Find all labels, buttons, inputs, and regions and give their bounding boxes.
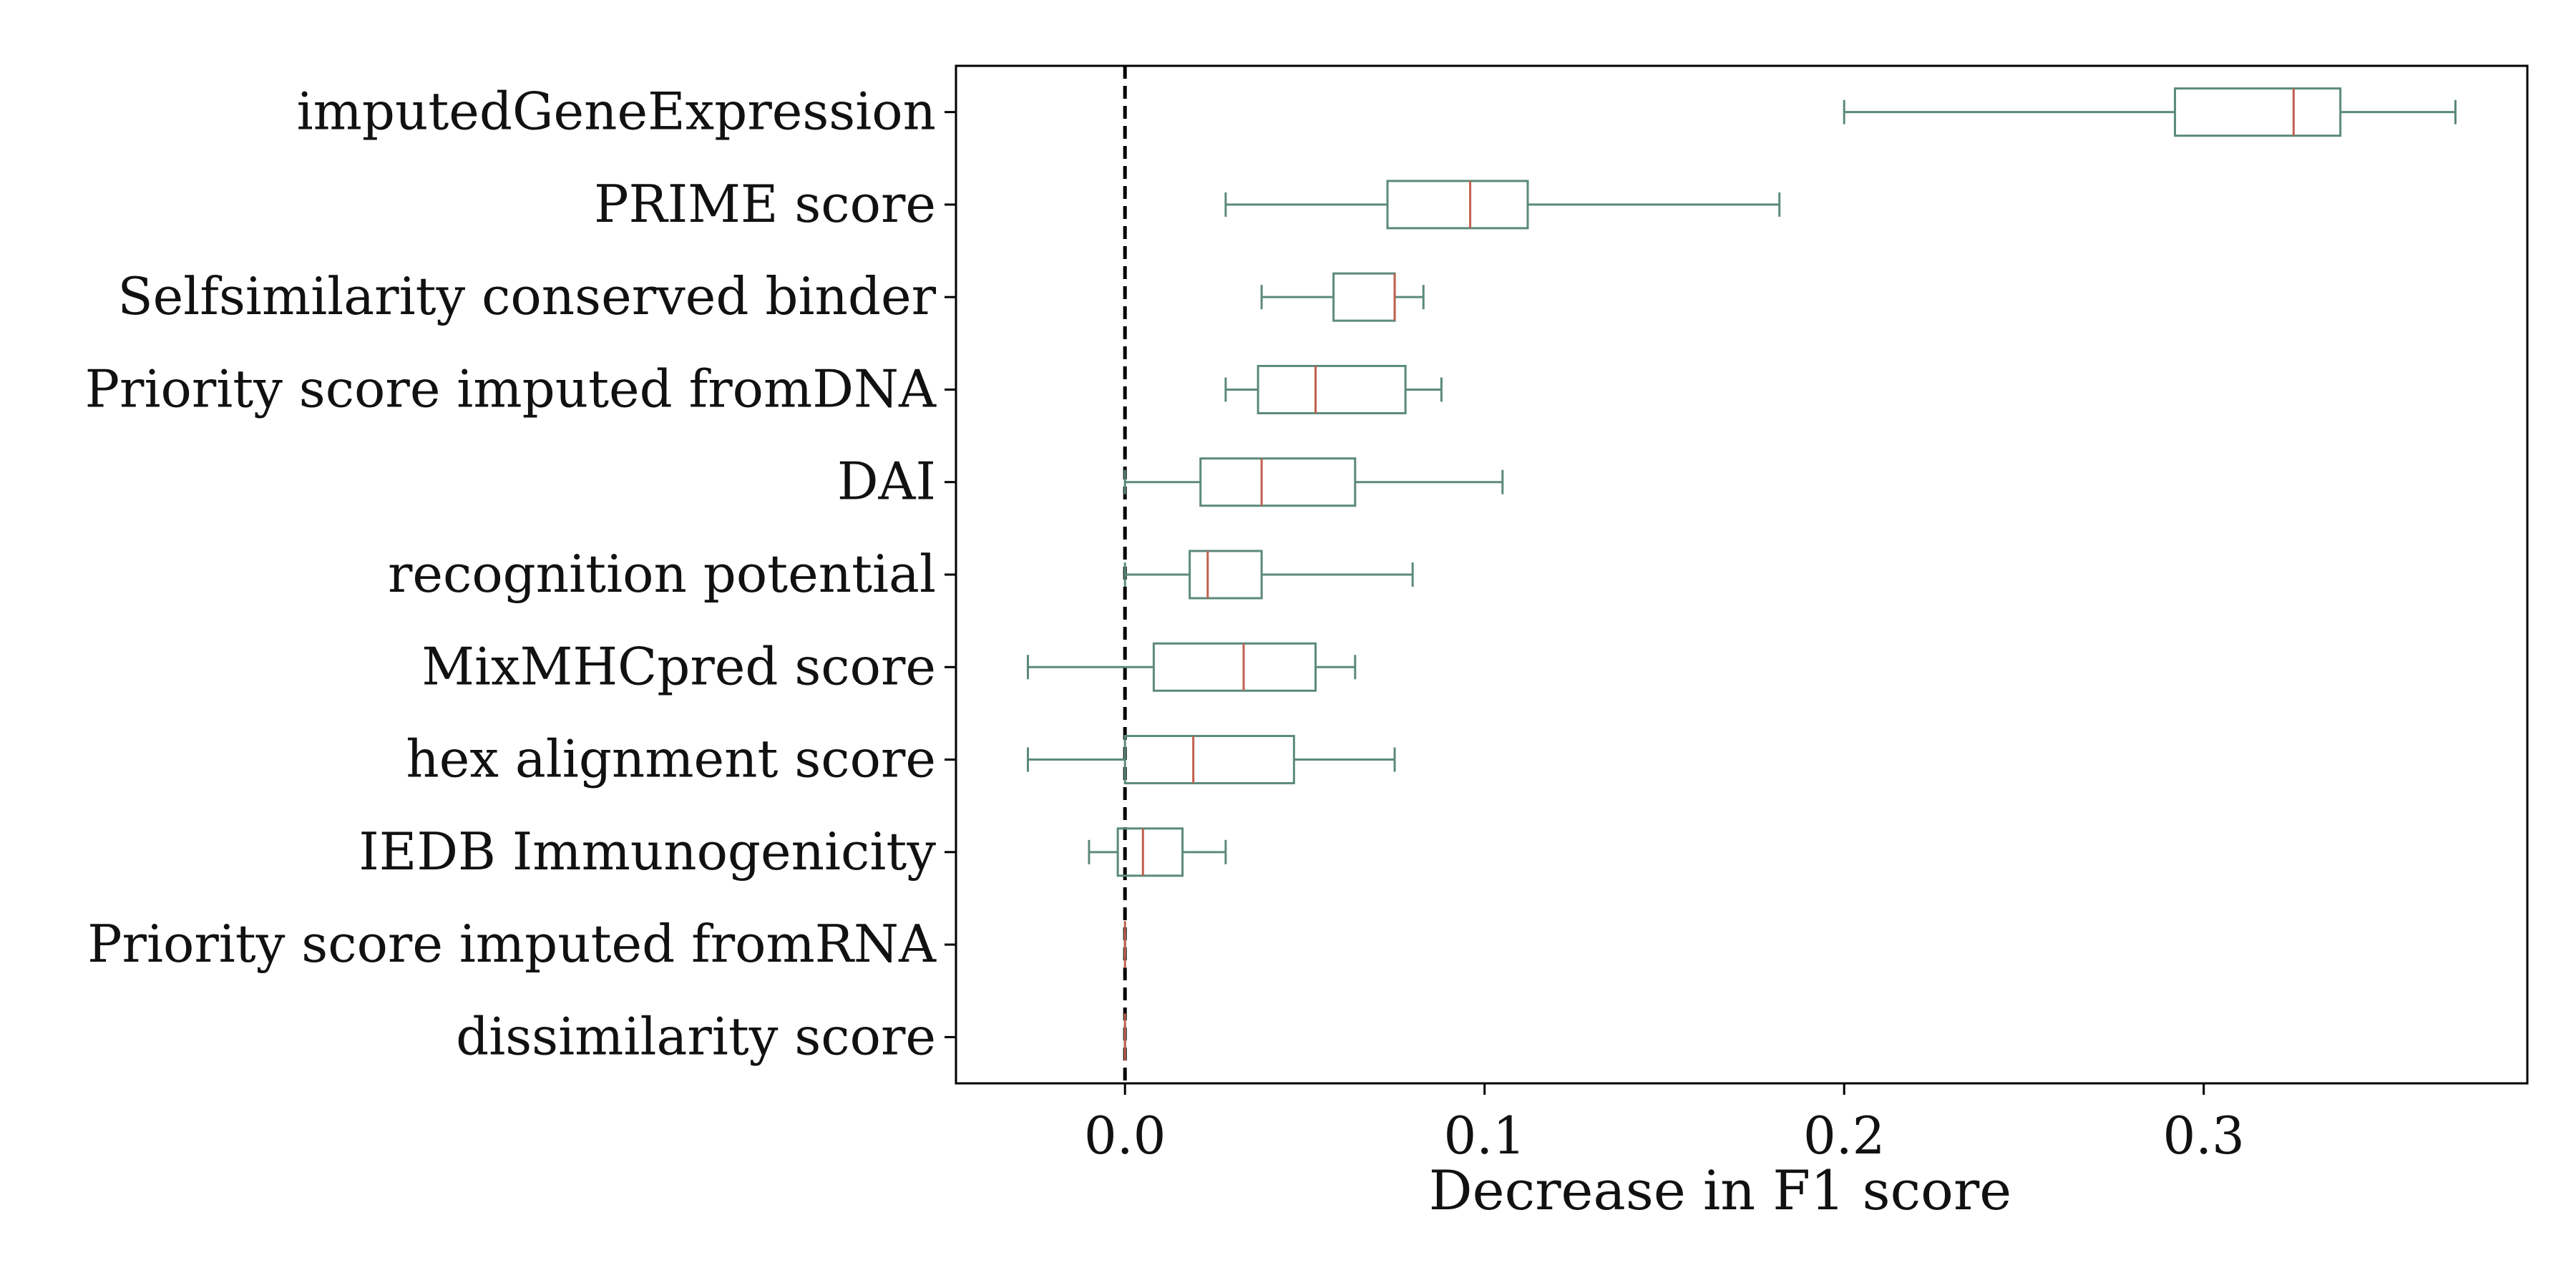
box-selfsimilarity-conserved-binder bbox=[1260, 272, 1425, 322]
iqr-box bbox=[1199, 457, 1357, 507]
iqr-box bbox=[1152, 642, 1317, 692]
iqr-box bbox=[1123, 735, 1295, 785]
y-tick-label: IEDB Immunogenicity bbox=[358, 821, 936, 882]
y-tick-label: recognition potential bbox=[388, 544, 936, 604]
y-tick-label: dissimilarity score bbox=[456, 1006, 936, 1066]
iqr-box bbox=[1257, 364, 1407, 414]
x-tick-label: 0.0 bbox=[1084, 1106, 1166, 1166]
y-tick-label: hex alignment score bbox=[406, 729, 936, 789]
box-imputedgeneexpression bbox=[1843, 87, 2457, 137]
box-dai bbox=[1123, 457, 1504, 507]
x-tick-label: 0.2 bbox=[1803, 1106, 1885, 1166]
y-tick-label: DAI bbox=[837, 452, 936, 512]
box-mixmhcpred-score bbox=[1027, 642, 1357, 692]
iqr-box bbox=[1332, 272, 1396, 322]
y-tick-label: Selfsimilarity conserved binder bbox=[117, 266, 936, 326]
box-iedb-immunogenicity bbox=[1088, 827, 1227, 877]
y-tick-label: Priority score imputed fromDNA bbox=[85, 358, 937, 419]
axes-frame bbox=[955, 64, 2529, 1085]
marks-layer bbox=[1027, 66, 2457, 1083]
box-priority-score-imputed-fromdna bbox=[1224, 364, 1443, 414]
y-tick-label: PRIME score bbox=[594, 174, 936, 234]
iqr-box bbox=[2174, 87, 2342, 137]
y-tick-label: imputedGeneExpression bbox=[297, 82, 936, 142]
box-recognition-potential bbox=[1123, 550, 1414, 600]
box-prime-score bbox=[1224, 180, 1781, 230]
iqr-box bbox=[1386, 180, 1529, 230]
x-tick-label: 0.3 bbox=[2162, 1106, 2245, 1166]
x-axis-label: Decrease in F1 score bbox=[1429, 1158, 2012, 1222]
y-tick-label: Priority score imputed fromRNA bbox=[87, 914, 937, 974]
box-hex-alignment-score bbox=[1027, 735, 1396, 785]
iqr-box bbox=[1116, 827, 1184, 877]
y-tick-label: MixMHCpred score bbox=[421, 636, 936, 696]
x-tick-label: 0.1 bbox=[1443, 1106, 1526, 1166]
iqr-box bbox=[1189, 550, 1263, 600]
ticks-layer: imputedGeneExpression PRIME score Selfsimi… bbox=[85, 82, 2245, 1166]
